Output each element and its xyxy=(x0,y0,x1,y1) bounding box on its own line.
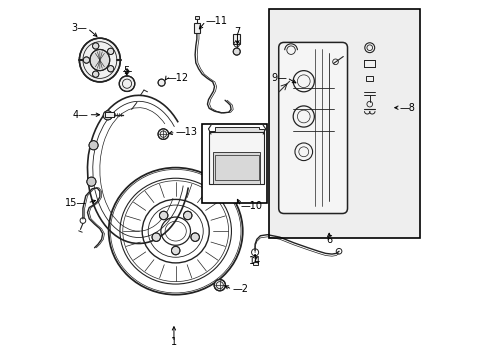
Circle shape xyxy=(89,141,98,150)
Circle shape xyxy=(87,177,96,186)
Circle shape xyxy=(158,129,168,139)
Bar xyxy=(105,112,114,117)
Circle shape xyxy=(107,48,114,54)
Circle shape xyxy=(159,211,167,220)
Text: —12: —12 xyxy=(166,73,189,83)
Bar xyxy=(194,15,199,19)
Circle shape xyxy=(152,233,160,242)
FancyBboxPatch shape xyxy=(278,42,347,213)
Bar xyxy=(209,132,264,184)
Text: 9—: 9— xyxy=(270,73,286,83)
Circle shape xyxy=(233,48,240,55)
Text: 3—: 3— xyxy=(71,23,87,33)
Text: —8: —8 xyxy=(399,103,415,113)
Bar xyxy=(212,152,260,184)
Text: 7: 7 xyxy=(234,27,240,37)
Bar xyxy=(364,60,374,67)
Text: —2: —2 xyxy=(232,284,247,294)
Circle shape xyxy=(83,57,89,63)
Circle shape xyxy=(92,43,99,49)
Circle shape xyxy=(107,66,114,72)
Circle shape xyxy=(183,211,192,220)
Text: 4—: 4— xyxy=(73,110,88,120)
Circle shape xyxy=(119,76,135,91)
Bar xyxy=(214,155,258,180)
Bar xyxy=(269,9,419,238)
Circle shape xyxy=(92,71,99,77)
Text: 15—: 15— xyxy=(65,198,87,208)
Text: —11: —11 xyxy=(205,16,227,26)
Circle shape xyxy=(214,279,225,291)
Text: 14: 14 xyxy=(248,256,261,266)
Bar xyxy=(252,262,257,265)
Circle shape xyxy=(158,79,165,86)
Bar xyxy=(366,76,372,81)
Text: 6: 6 xyxy=(325,235,331,245)
Text: —13: —13 xyxy=(175,127,197,138)
Text: —10: —10 xyxy=(241,202,263,211)
Ellipse shape xyxy=(90,49,109,71)
Polygon shape xyxy=(209,127,264,134)
Circle shape xyxy=(190,233,199,242)
Circle shape xyxy=(364,43,374,53)
Circle shape xyxy=(103,111,112,120)
Text: 5: 5 xyxy=(123,66,129,76)
Bar xyxy=(269,9,419,238)
Ellipse shape xyxy=(79,38,120,82)
Bar xyxy=(202,123,267,203)
Circle shape xyxy=(171,246,180,255)
Bar xyxy=(233,34,240,44)
Bar xyxy=(194,23,200,32)
Text: 1: 1 xyxy=(170,337,177,347)
Bar xyxy=(105,112,114,117)
